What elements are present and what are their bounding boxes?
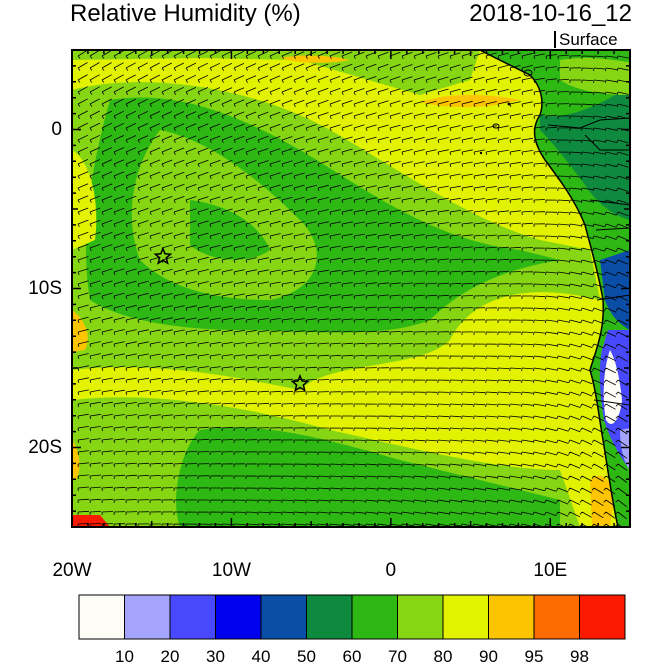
humidity-field bbox=[72, 50, 630, 527]
axis-ticks bbox=[71, 49, 631, 528]
colorbar-label: 60 bbox=[342, 647, 362, 666]
y-tick-label: 10S bbox=[28, 277, 62, 299]
star-2-marker bbox=[290, 373, 310, 392]
y-tick-label: 0 bbox=[51, 118, 62, 140]
colorbar-swatch bbox=[397, 594, 444, 640]
colorbar bbox=[78, 594, 626, 640]
x-tick-label: 20W bbox=[52, 560, 92, 581]
x-tick-label: 10W bbox=[211, 560, 251, 581]
colorbar-swatch bbox=[215, 594, 262, 640]
colorbar-swatch bbox=[260, 594, 307, 640]
colorbar-swatch bbox=[488, 594, 535, 640]
colorbar-label: 30 bbox=[206, 647, 225, 666]
level-label: Surface bbox=[554, 31, 618, 48]
star-1-marker bbox=[153, 246, 173, 265]
colorbar-swatch bbox=[579, 594, 626, 640]
colorbar-label: 70 bbox=[388, 647, 407, 666]
colorbar-swatch bbox=[169, 594, 216, 640]
colorbar-swatch bbox=[442, 594, 489, 640]
wind-barb-field bbox=[77, 50, 629, 527]
map-datetime: 2018-10-16_12 bbox=[469, 0, 632, 27]
tick-marks bbox=[71, 49, 631, 528]
wind-barbs bbox=[77, 50, 629, 527]
colorbar-swatch bbox=[533, 594, 580, 640]
x-tick-label: 10E bbox=[533, 560, 568, 581]
colorbar-label: 10 bbox=[115, 647, 134, 666]
colorbar-swatch bbox=[351, 594, 398, 640]
colorbar-label: 40 bbox=[251, 647, 271, 666]
station-markers bbox=[153, 246, 310, 392]
colorbar-swatch bbox=[306, 594, 353, 640]
y-tick-label: 20S bbox=[28, 436, 62, 458]
colorbar-swatch bbox=[78, 594, 125, 640]
colorbar-label: 80 bbox=[433, 647, 453, 666]
colorbar-label: 20 bbox=[160, 647, 180, 666]
colorbar-label: 95 bbox=[524, 647, 544, 666]
colorbar-swatch bbox=[124, 594, 171, 640]
map-title: Relative Humidity (%) bbox=[70, 0, 301, 27]
colorbar-label: 90 bbox=[479, 647, 498, 666]
colorbar-label: 50 bbox=[297, 647, 316, 666]
colorbar-label: 98 bbox=[570, 647, 589, 666]
x-tick-label: 0 bbox=[385, 560, 397, 581]
